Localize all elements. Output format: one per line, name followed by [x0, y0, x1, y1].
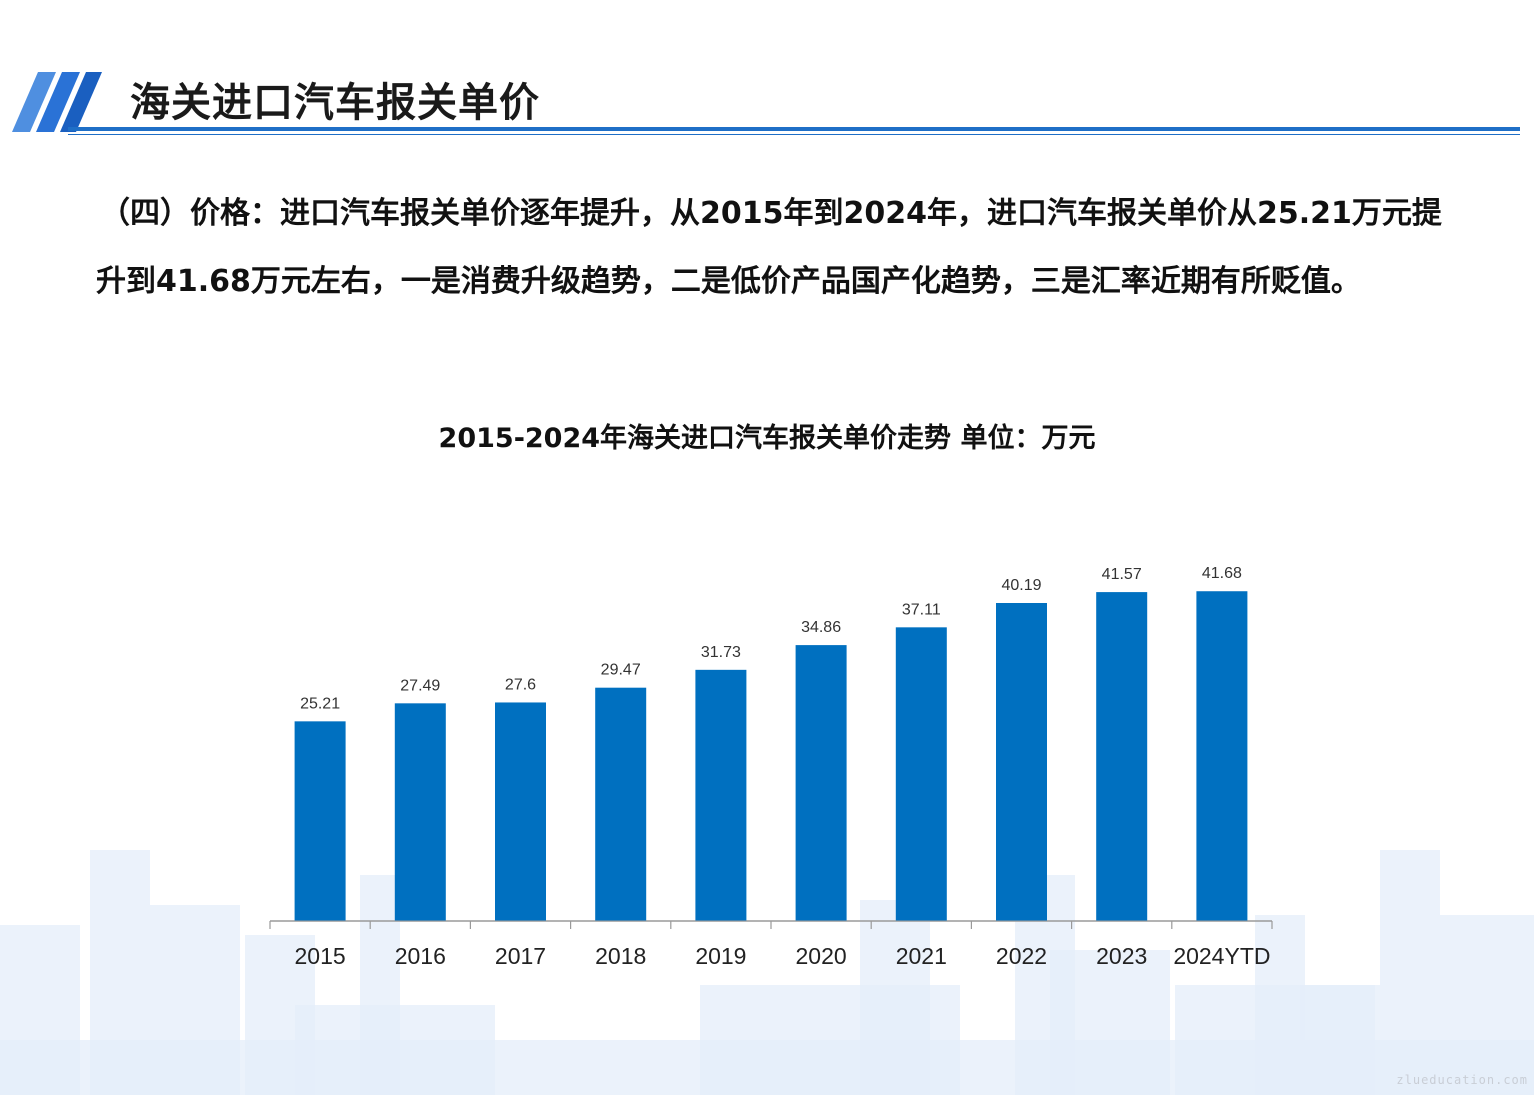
data-label: 40.19 — [1001, 577, 1041, 594]
data-label: 27.6 — [505, 676, 536, 693]
x-tick-label: 2015 — [295, 943, 346, 969]
bar-2017 — [495, 702, 546, 921]
chart-title: 2015-2024年海关进口汽车报关单价走势 单位：万元 — [438, 423, 1096, 454]
header-divider-thin — [68, 134, 1520, 135]
bar-2019 — [695, 669, 747, 921]
x-tick-label: 2017 — [495, 943, 546, 969]
x-tick-label: 2019 — [695, 943, 746, 969]
x-tick-label: 2022 — [996, 943, 1047, 969]
bar-2021 — [895, 627, 947, 921]
x-tick-label: 2021 — [896, 943, 947, 969]
bar-2022 — [996, 602, 1047, 921]
x-tick-label: 2023 — [1096, 943, 1147, 969]
page-title: 海关进口汽车报关单价 — [130, 80, 540, 126]
bar-2020 — [795, 645, 847, 921]
x-tick-label: 2016 — [395, 943, 446, 969]
skyline-block — [0, 1040, 1534, 1095]
data-label: 25.21 — [300, 695, 340, 712]
data-label: 34.86 — [801, 619, 841, 636]
bar-2023 — [1096, 592, 1148, 921]
data-label: 29.47 — [601, 662, 641, 679]
intro-paragraph: （四）价格：进口汽车报关单价逐年提升，从2015年到2024年，进口汽车报关单价… — [96, 196, 1442, 299]
x-tick-label: 2020 — [796, 943, 847, 969]
bar-2015 — [294, 721, 346, 921]
watermark: zlueducation.com — [1396, 1073, 1528, 1087]
x-tick-label: 2018 — [595, 943, 646, 969]
data-label: 41.68 — [1202, 565, 1242, 582]
header-stripes-icon — [12, 72, 102, 132]
x-tick-label: 2024YTD — [1173, 943, 1270, 969]
bar-2016 — [394, 703, 446, 921]
bar-2024YTD — [1196, 591, 1248, 921]
data-label: 31.73 — [701, 644, 741, 661]
bar-2018 — [595, 687, 647, 921]
header-divider — [68, 127, 1520, 131]
data-label: 41.57 — [1102, 566, 1142, 583]
data-label: 37.11 — [902, 601, 941, 618]
data-label: 27.49 — [400, 677, 440, 694]
